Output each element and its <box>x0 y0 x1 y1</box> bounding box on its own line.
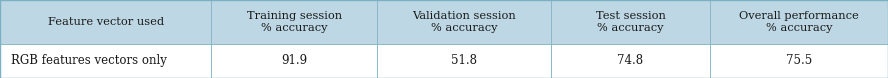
Text: 51.8: 51.8 <box>451 54 478 67</box>
Text: 91.9: 91.9 <box>281 54 307 67</box>
Text: 75.5: 75.5 <box>786 54 812 67</box>
Text: 74.8: 74.8 <box>617 54 644 67</box>
Text: Test session
% accuracy: Test session % accuracy <box>596 11 665 33</box>
Text: RGB features vectors only: RGB features vectors only <box>11 54 167 67</box>
Text: Feature vector used: Feature vector used <box>48 17 163 27</box>
Bar <box>0 0 888 44</box>
Text: Overall performance
% accuracy: Overall performance % accuracy <box>739 11 859 33</box>
Text: Training session
% accuracy: Training session % accuracy <box>247 11 342 33</box>
Text: Validation session
% accuracy: Validation session % accuracy <box>413 11 516 33</box>
Bar <box>0 44 888 78</box>
